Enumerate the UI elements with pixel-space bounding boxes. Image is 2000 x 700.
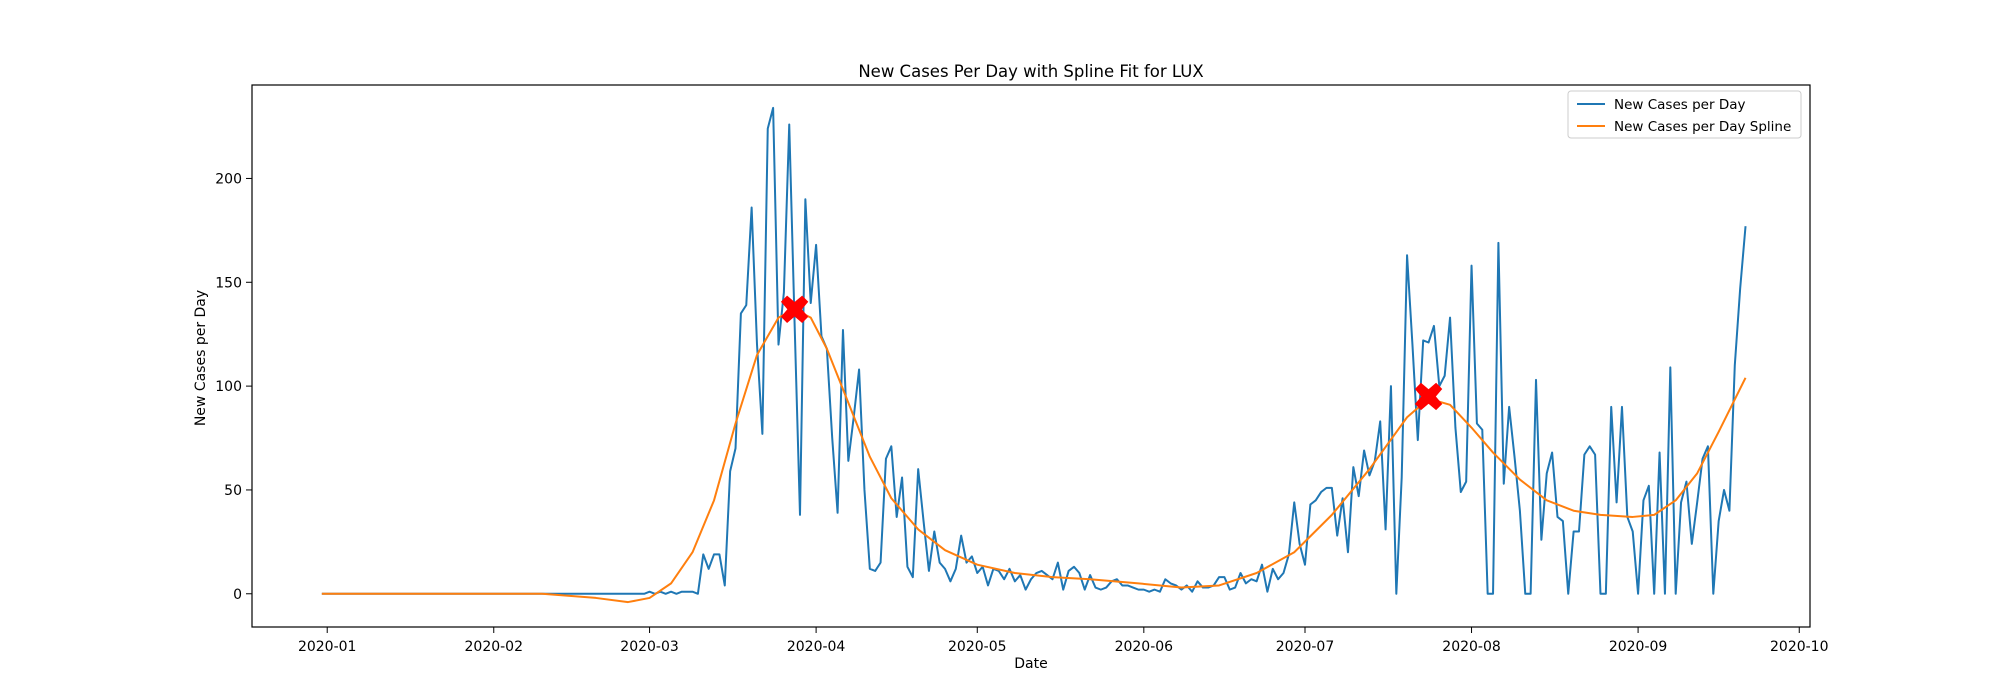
chart-title: New Cases Per Day with Spline Fit for LU… — [858, 62, 1203, 81]
x-tick-label: 2020-06 — [1115, 639, 1174, 655]
y-axis-label: New Cases per Day — [193, 290, 209, 426]
y-tick-label: 200 — [215, 171, 242, 187]
y-tick-label: 0 — [233, 587, 242, 603]
x-tick-label: 2020-05 — [948, 639, 1007, 655]
legend: New Cases per Day New Cases per Day Splin… — [1567, 90, 1802, 139]
x-tick-label: 2020-07 — [1276, 639, 1335, 655]
series-line-2 — [321, 308, 1747, 604]
x-axis-label: Date — [1014, 656, 1047, 672]
x-tick-label: 2020-09 — [1609, 639, 1668, 655]
plot-area: 2020-01 2020-02 2020-03 2020-04 2020-05 2020-… — [215, 84, 1829, 655]
peak-marker-1 — [780, 295, 809, 323]
legend-box — [1567, 90, 1802, 139]
legend-label-2: New Cases per Day Spline — [1614, 119, 1791, 135]
x-tick-label: 2020-01 — [298, 639, 357, 655]
y-tick-label: 100 — [215, 379, 242, 395]
x-tick-label: 2020-03 — [620, 639, 679, 655]
x-tick-label: 2020-08 — [1442, 639, 1501, 655]
x-tick-label: 2020-02 — [465, 639, 524, 655]
peak-marker-2 — [1414, 382, 1443, 411]
x-tick-label: 2020-04 — [787, 639, 846, 655]
plot-frame — [251, 84, 1811, 628]
x-tick-label: 2020-10 — [1770, 639, 1829, 655]
legend-label-1: New Cases per Day — [1614, 97, 1745, 113]
y-tick-label: 150 — [215, 275, 242, 291]
y-tick-label: 50 — [224, 483, 242, 499]
series-line-1 — [321, 106, 1747, 595]
